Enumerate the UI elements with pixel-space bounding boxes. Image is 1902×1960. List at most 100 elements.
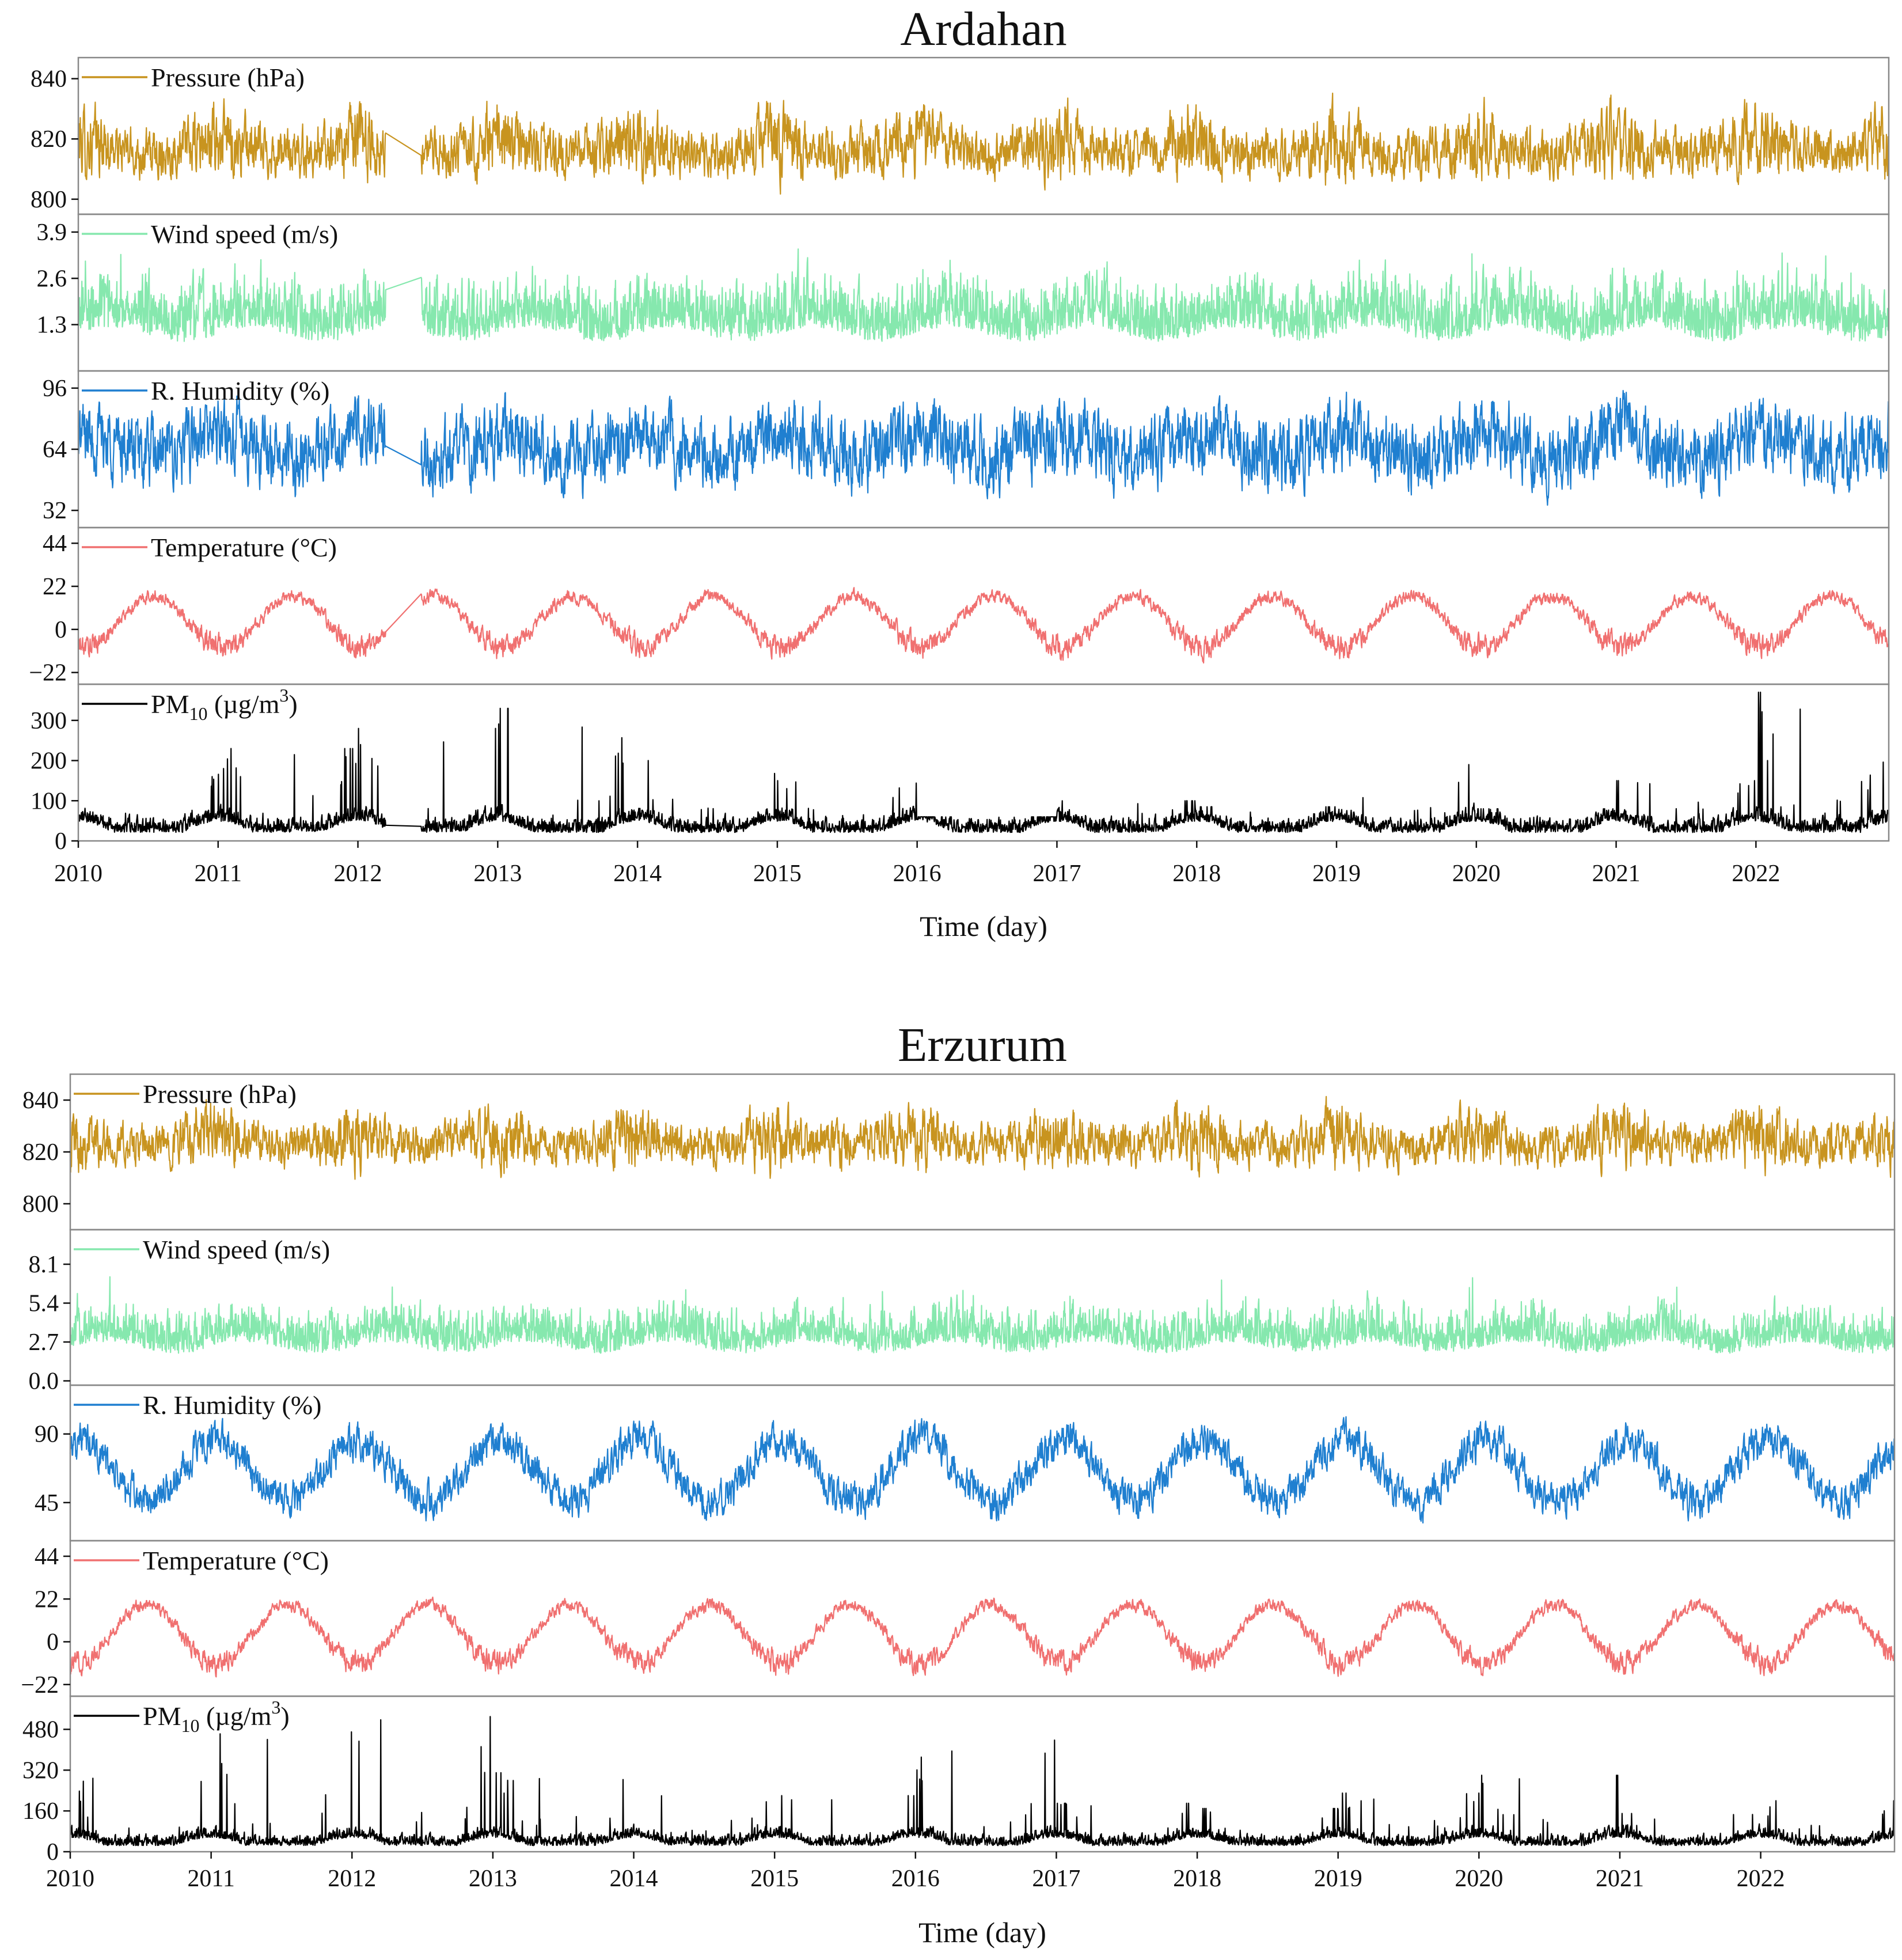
panel-humidity: 90 45 R. Humidity (%) bbox=[35, 1384, 1896, 1542]
panel-frame bbox=[69, 1384, 1896, 1542]
panel-pm: 480 320 160 0 PM10 (µg/m3) bbox=[22, 1695, 1896, 1866]
y-tick-label: 820 bbox=[22, 1139, 59, 1166]
series-line-temp bbox=[69, 1597, 1896, 1678]
y-tick-label: 0 bbox=[47, 1839, 59, 1866]
x-tick-label: 2018 bbox=[1172, 860, 1221, 887]
y-tick-label: 160 bbox=[22, 1798, 59, 1825]
y-tick-label: 320 bbox=[22, 1757, 59, 1784]
x-tick-label: 2012 bbox=[334, 860, 382, 887]
y-tick-label: 44 bbox=[35, 1544, 59, 1570]
panel-frame bbox=[69, 1695, 1896, 1853]
series-line-humidity bbox=[77, 390, 1890, 506]
panel-humidity: 96 64 32 R. Humidity (%) bbox=[43, 370, 1890, 529]
x-tick-label: 2022 bbox=[1732, 860, 1780, 887]
x-tick-label: 2012 bbox=[328, 1866, 376, 1892]
legend-label: R. Humidity (%) bbox=[151, 376, 329, 405]
series-line-temp bbox=[77, 587, 1890, 664]
panel-wind: 8.1 5.4 2.7 0.0 Wind speed (m/s) bbox=[29, 1229, 1896, 1395]
x-tick-label: 2010 bbox=[54, 860, 102, 887]
x-tick-label: 2017 bbox=[1032, 1866, 1080, 1892]
x-tick-label: 2016 bbox=[891, 1866, 940, 1892]
legend-label: Wind speed (m/s) bbox=[143, 1235, 330, 1264]
legend-label: Pressure (hPa) bbox=[143, 1079, 297, 1109]
y-tick-label: 0 bbox=[47, 1629, 59, 1656]
x-tick-label: 2021 bbox=[1592, 860, 1641, 887]
y-tick-label: 100 bbox=[31, 788, 67, 814]
chart-erzurum: Erzurum 840 820 800 Pressure (hPa) 8.1 5.4 2.7 0… bbox=[21, 1018, 1896, 1948]
series-line-pressure bbox=[69, 1095, 1896, 1180]
x-tick-label: 2013 bbox=[473, 860, 522, 887]
y-tick-label: 820 bbox=[31, 126, 67, 153]
series-line-pressure bbox=[77, 92, 1890, 195]
y-tick-label: 5.4 bbox=[29, 1291, 59, 1317]
x-tick-label: 2016 bbox=[893, 860, 941, 887]
legend-label: PM10 (µg/m3) bbox=[143, 1697, 290, 1736]
y-tick-label: 3.9 bbox=[37, 219, 67, 246]
y-tick-label: 22 bbox=[43, 574, 67, 600]
x-axis-label: Time (day) bbox=[920, 910, 1047, 942]
x-tick-label: 2015 bbox=[753, 860, 802, 887]
panel-pm: 300 200 100 0 PM10 (µg/m3) bbox=[31, 683, 1890, 855]
y-tick-label: 64 bbox=[43, 437, 67, 463]
legend-label: Wind speed (m/s) bbox=[151, 219, 338, 249]
x-tick-label: 2011 bbox=[187, 1866, 234, 1892]
panel-pressure: 840 820 800 Pressure (hPa) bbox=[31, 56, 1890, 215]
y-tick-label: 2.6 bbox=[37, 266, 67, 292]
series-line-wind bbox=[77, 248, 1890, 342]
panel-wind: 3.9 2.6 1.3 Wind speed (m/s) bbox=[37, 213, 1890, 372]
y-tick-label: 2.7 bbox=[29, 1329, 59, 1356]
legend-label: Pressure (hPa) bbox=[151, 63, 305, 92]
legend-label: Temperature (°C) bbox=[151, 533, 337, 562]
panel-pressure: 840 820 800 Pressure (hPa) bbox=[22, 1073, 1896, 1231]
legend-label: R. Humidity (%) bbox=[143, 1390, 321, 1420]
y-tick-label: 0 bbox=[55, 828, 67, 855]
x-tick-label: 2014 bbox=[610, 1866, 658, 1892]
y-tick-label: 1.3 bbox=[37, 312, 67, 339]
x-tick-label: 2020 bbox=[1455, 1866, 1503, 1892]
y-tick-label: 200 bbox=[31, 748, 67, 775]
y-tick-label: 480 bbox=[22, 1717, 59, 1743]
panel-frame bbox=[77, 526, 1890, 685]
y-tick-label: 840 bbox=[22, 1087, 59, 1114]
chart-title: Ardahan bbox=[900, 2, 1066, 56]
x-tick-label: 2017 bbox=[1032, 860, 1081, 887]
y-tick-label: 32 bbox=[43, 498, 67, 524]
series-line-pm bbox=[69, 1716, 1895, 1847]
y-tick-label: 96 bbox=[43, 376, 67, 402]
y-tick-label: 800 bbox=[22, 1191, 59, 1218]
y-tick-label: −22 bbox=[29, 660, 67, 687]
x-tick-label: 2019 bbox=[1314, 1866, 1362, 1892]
x-tick-label: 2010 bbox=[46, 1866, 94, 1892]
x-tick-label: 2019 bbox=[1312, 860, 1361, 887]
x-tick-label: 2020 bbox=[1452, 860, 1501, 887]
y-tick-label: 45 bbox=[35, 1490, 59, 1517]
panel-frame bbox=[69, 1229, 1896, 1386]
series-line-wind bbox=[69, 1276, 1896, 1354]
y-tick-label: 0.0 bbox=[29, 1368, 59, 1395]
series-line-pm bbox=[77, 691, 1890, 833]
y-tick-label: 840 bbox=[31, 66, 67, 93]
x-tick-label: 2013 bbox=[469, 1866, 517, 1892]
panel-temp: 44 22 0 −22 Temperature (°C) bbox=[21, 1540, 1896, 1699]
y-tick-label: 0 bbox=[55, 617, 67, 643]
x-tick-label: 2021 bbox=[1596, 1866, 1644, 1892]
panel-frame bbox=[77, 683, 1890, 842]
y-tick-label: 8.1 bbox=[29, 1252, 59, 1278]
panel-frame bbox=[69, 1540, 1896, 1697]
x-axis-label: Time (day) bbox=[918, 1916, 1046, 1948]
y-tick-label: 90 bbox=[35, 1421, 59, 1448]
x-tick-label: 2018 bbox=[1173, 1866, 1221, 1892]
x-tick-label: 2011 bbox=[195, 860, 242, 887]
chart-ardahan: Ardahan 840 820 800 Pressure (hPa) 3.9 2.6 1.3 W… bbox=[29, 2, 1890, 942]
panel-temp: 44 22 0 −22 Temperature (°C) bbox=[29, 526, 1890, 687]
legend-label: PM10 (µg/m3) bbox=[151, 685, 298, 724]
y-tick-label: −22 bbox=[21, 1672, 59, 1699]
x-tick-label: 2022 bbox=[1737, 1866, 1785, 1892]
x-tick-label: 2015 bbox=[750, 1866, 799, 1892]
x-tick-label: 2014 bbox=[613, 860, 662, 887]
y-tick-label: 800 bbox=[31, 187, 67, 213]
y-tick-label: 44 bbox=[43, 530, 67, 557]
series-line-humidity bbox=[69, 1416, 1896, 1524]
y-tick-label: 22 bbox=[35, 1586, 59, 1613]
